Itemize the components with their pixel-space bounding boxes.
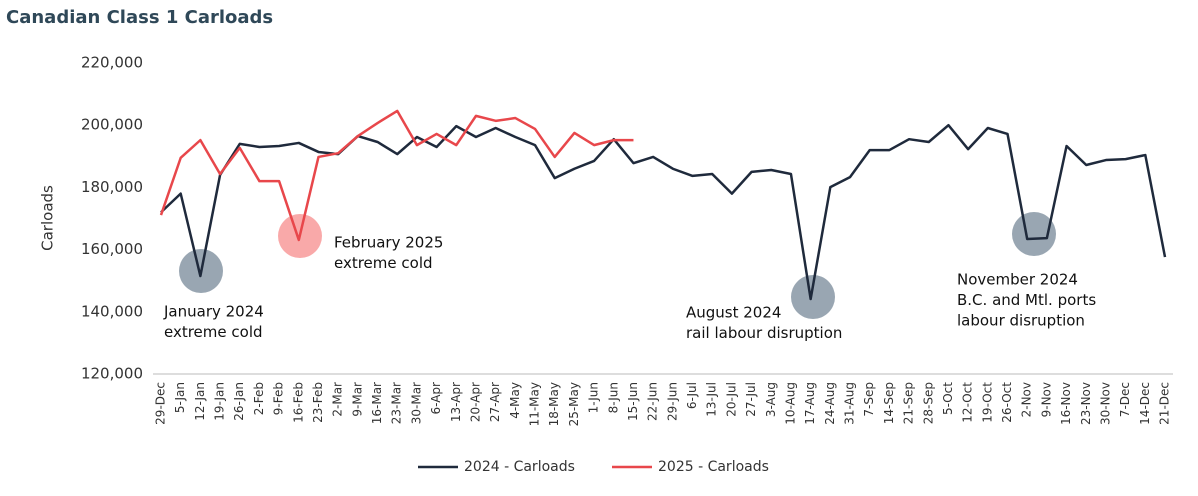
series-line bbox=[160, 123, 1167, 301]
x-tick-label: 19-Oct bbox=[980, 382, 994, 423]
x-tick-label: 5-Oct bbox=[941, 382, 955, 415]
x-tick-label: 22-Jun bbox=[646, 382, 660, 421]
x-tick-label: 6-Apr bbox=[429, 382, 443, 415]
x-tick-label: 29-Dec bbox=[154, 382, 168, 425]
annotation-circle bbox=[791, 275, 835, 319]
x-tick-label: 16-Nov bbox=[1059, 382, 1073, 425]
annotation: labour disruption bbox=[957, 312, 1085, 330]
x-tick-label: 16-Mar bbox=[370, 382, 384, 424]
annotation: November 2024 bbox=[957, 271, 1078, 289]
x-tick-label: 27-Jul bbox=[744, 382, 758, 417]
x-tick-label: 23-Nov bbox=[1079, 382, 1093, 425]
chart-title: Canadian Class 1 Carloads bbox=[6, 7, 273, 28]
annotation: B.C. and Mtl. ports bbox=[957, 291, 1096, 309]
x-tick-label: 31-Aug bbox=[843, 382, 857, 425]
x-tick-label: 26-Oct bbox=[1000, 382, 1014, 423]
x-tick-label: 2-Nov bbox=[1020, 382, 1034, 417]
x-tick-label: 10-Aug bbox=[783, 382, 797, 425]
x-tick-label: 20-Jul bbox=[724, 382, 738, 417]
y-tick-label: 220,000 bbox=[81, 54, 143, 72]
annotation: extreme cold bbox=[334, 254, 433, 272]
x-tick-label: 14-Dec bbox=[1138, 382, 1152, 425]
legend-label: 2025 - Carloads bbox=[658, 459, 769, 475]
x-tick-label: 19-Jan bbox=[213, 382, 227, 421]
x-tick-label: 26-Jan bbox=[232, 382, 246, 421]
x-tick-label: 27-Apr bbox=[488, 382, 502, 422]
y-tick-label: 120,000 bbox=[81, 365, 143, 383]
x-tick-label: 28-Sep bbox=[921, 382, 935, 424]
x-tick-label: 21-Dec bbox=[1158, 382, 1172, 425]
x-tick-label: 8-Jun bbox=[606, 382, 620, 413]
x-tick-label: 16-Feb bbox=[291, 382, 305, 423]
x-tick-label: 2-Feb bbox=[252, 382, 266, 415]
x-tick-label: 12-Oct bbox=[961, 382, 975, 423]
x-tick-label: 6-Jul bbox=[685, 382, 699, 409]
x-tick-label: 7-Sep bbox=[862, 382, 876, 417]
y-tick-label: 200,000 bbox=[81, 116, 143, 134]
x-tick-label: 2-Mar bbox=[331, 382, 345, 417]
x-tick-label: 13-Apr bbox=[449, 382, 463, 422]
x-tick-label: 7-Dec bbox=[1118, 382, 1132, 417]
annotation: February 2025 bbox=[334, 234, 443, 252]
x-tick-label: 12-Jan bbox=[193, 382, 207, 421]
x-tick-label: 9-Mar bbox=[350, 382, 364, 417]
annotation: January 2024 bbox=[163, 303, 264, 321]
x-tick-label: 9-Nov bbox=[1039, 382, 1053, 417]
x-tick-label: 23-Mar bbox=[390, 382, 404, 424]
y-axis-label: Carloads bbox=[39, 185, 57, 251]
x-tick-label: 20-Apr bbox=[468, 382, 482, 422]
legend-label: 2024 - Carloads bbox=[464, 459, 575, 475]
y-tick-label: 180,000 bbox=[81, 178, 143, 196]
x-tick-label: 1-Jun bbox=[587, 382, 601, 413]
x-tick-label: 4-May bbox=[508, 382, 522, 419]
x-tick-label: 14-Sep bbox=[882, 382, 896, 424]
x-tick-label: 30-Nov bbox=[1098, 382, 1112, 425]
x-tick-label: 9-Feb bbox=[272, 382, 286, 415]
annotation-circle bbox=[1012, 212, 1056, 256]
x-tick-label: 29-Jun bbox=[665, 382, 679, 421]
y-tick-label: 160,000 bbox=[81, 240, 143, 258]
y-tick-label: 140,000 bbox=[81, 302, 143, 320]
x-tick-label: 24-Aug bbox=[823, 382, 837, 425]
x-tick-label: 3-Aug bbox=[764, 382, 778, 417]
x-tick-label: 17-Aug bbox=[803, 382, 817, 425]
x-tick-label: 13-Jul bbox=[705, 382, 719, 417]
x-tick-label: 11-May bbox=[528, 382, 542, 426]
x-tick-label: 23-Feb bbox=[311, 382, 325, 423]
annotation: extreme cold bbox=[164, 323, 263, 341]
series-line bbox=[159, 109, 634, 242]
x-tick-label: 25-May bbox=[567, 382, 581, 426]
annotation: August 2024 bbox=[686, 304, 781, 322]
x-tick-label: 5-Jan bbox=[173, 382, 187, 413]
x-tick-label: 18-May bbox=[547, 382, 561, 426]
annotation: rail labour disruption bbox=[686, 324, 842, 342]
x-tick-label: 21-Sep bbox=[902, 382, 916, 424]
x-tick-label: 30-Mar bbox=[409, 382, 423, 424]
x-tick-label: 15-Jun bbox=[626, 382, 640, 421]
